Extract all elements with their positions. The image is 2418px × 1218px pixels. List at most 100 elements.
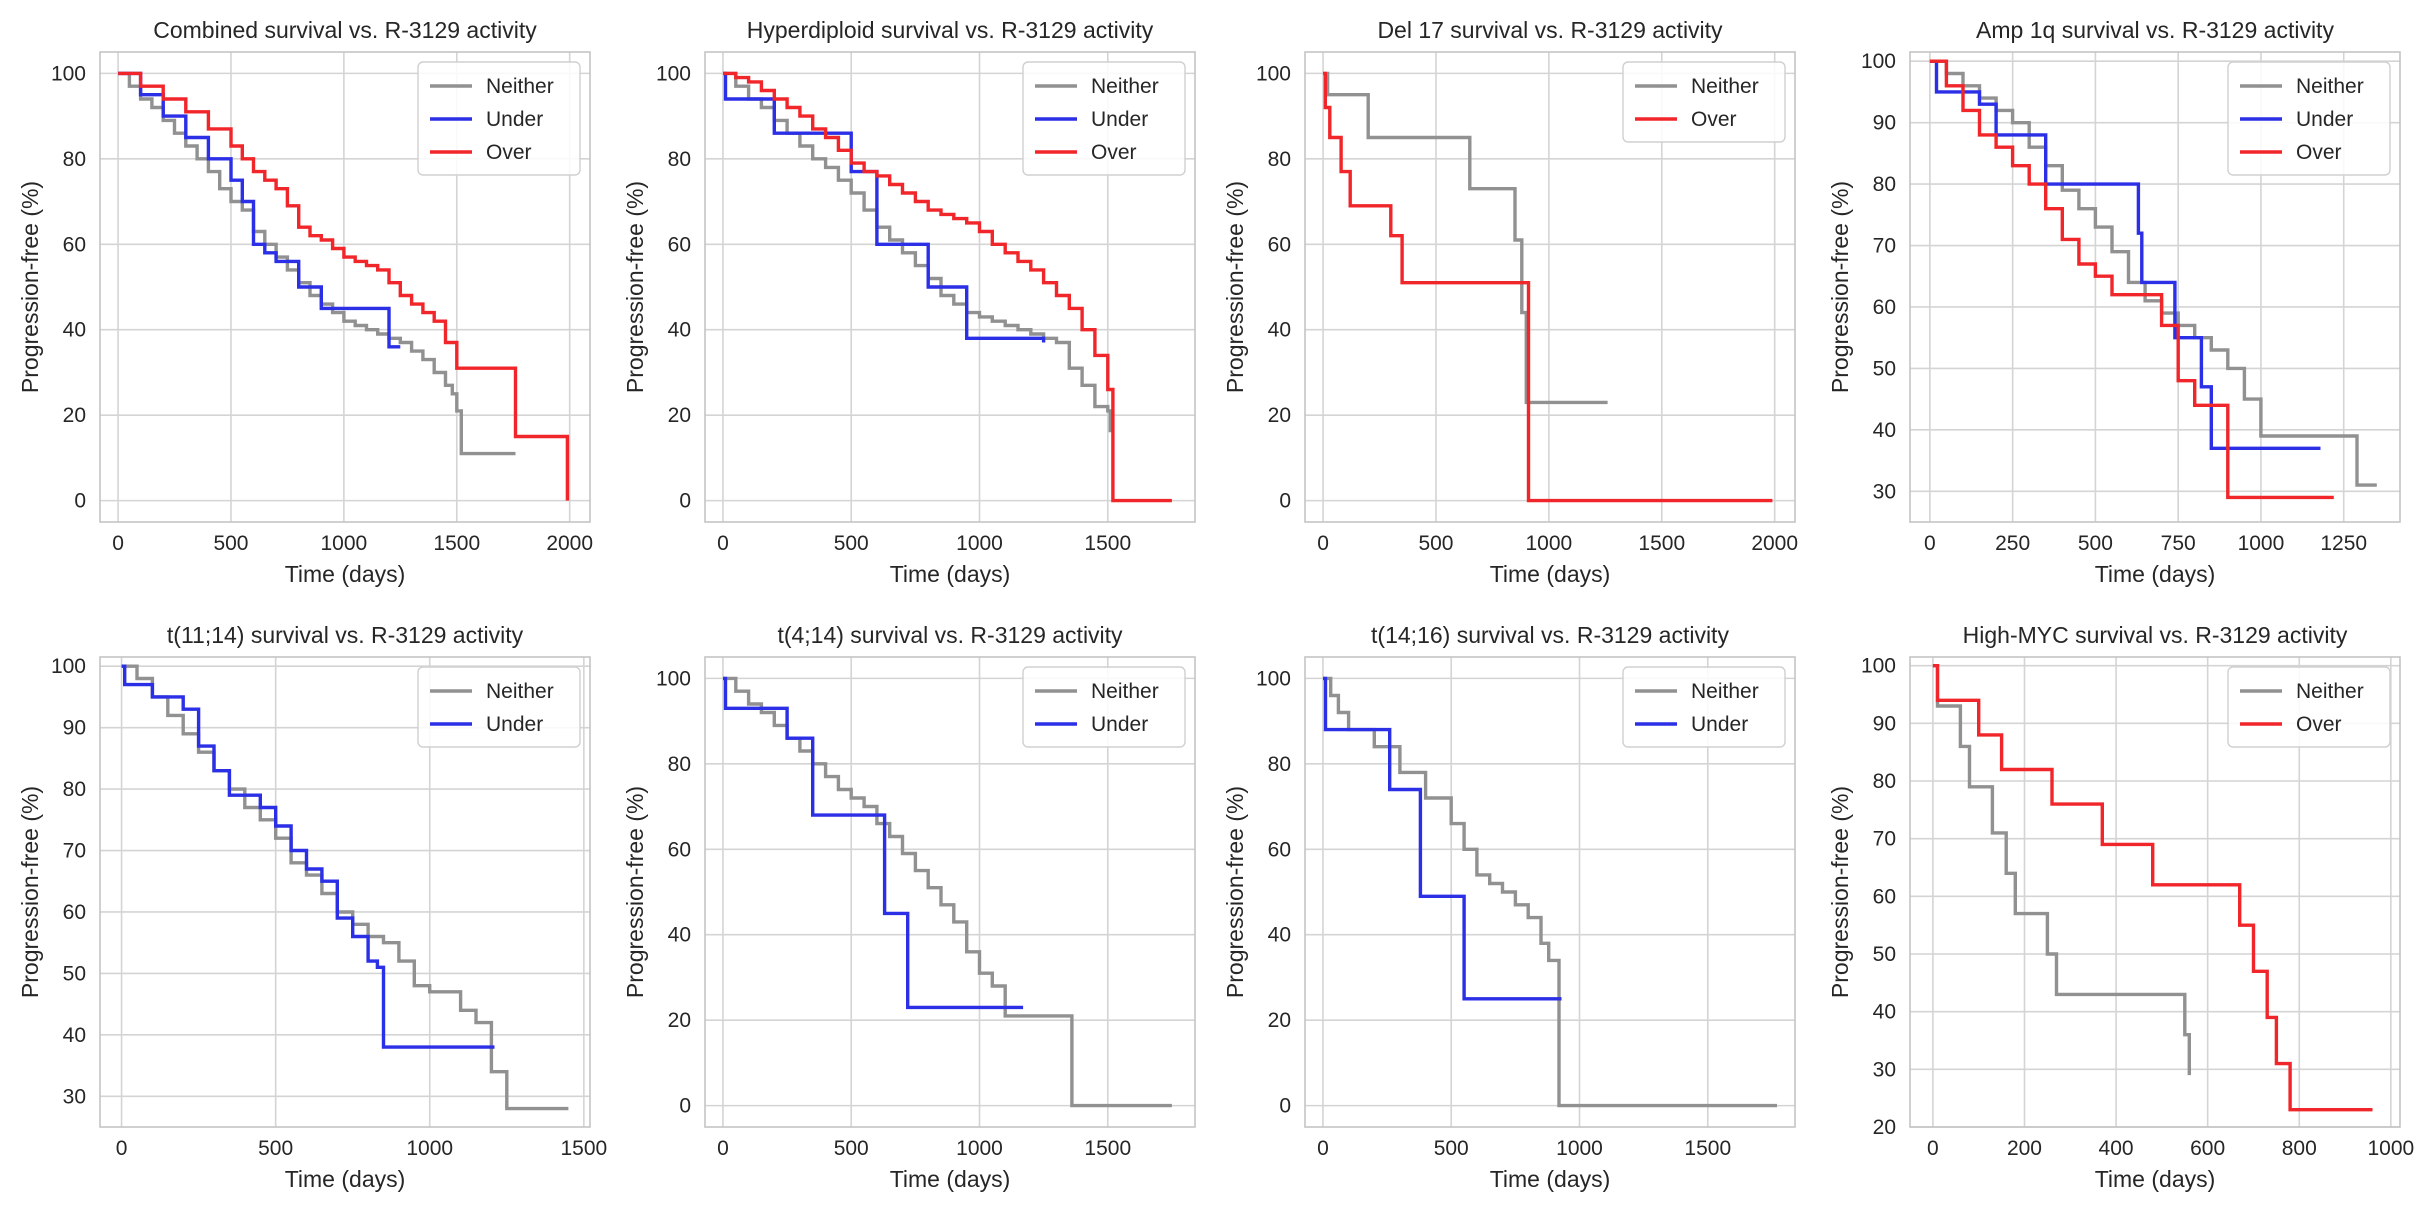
y-tick-label: 40 [1268,319,1291,342]
legend-entry-under: Under [1091,108,1148,131]
legend-entry-neither: Neither [1091,75,1159,98]
chart-panel-8: 0 200 400 600 800 1000 20 30 40 50 60 70 80 90 100 High… [1827,622,2414,1192]
chart-panel-4: 0 250 500 750 1000 1250 30 40 50 60 70 80 90 100 Amp 1… [1827,17,2401,587]
axes-frame [1909,51,2401,523]
legend-entry-neither: Neither [486,75,554,98]
axes-frame [99,656,591,1128]
x-axis-label: Time (days) [2095,561,2216,587]
y-tick-label: 60 [1873,885,1896,908]
axes-frame [704,51,1196,523]
x-tick-label: 400 [2099,1137,2134,1160]
legend-entry-over: Over [1091,141,1137,164]
y-tick-label: 80 [63,778,86,801]
y-tick-label: 100 [1861,655,1896,678]
y-tick-label: 80 [668,753,691,776]
chart-title: t(11;14) survival vs. R-3129 activity [167,622,524,648]
x-tick-label: 1000 [1556,1137,1603,1160]
chart-panel-1: 0 500 1000 1500 2000 0 20 40 60 80 100 Combined sur… [17,17,593,587]
y-tick-label: 20 [668,404,691,427]
x-tick-label: 250 [1995,532,2030,555]
x-tick-label: 1500 [433,532,480,555]
chart-title: Amp 1q survival vs. R-3129 activity [1976,17,2334,43]
legend-entry-neither: Neither [2296,75,2364,98]
legend-entry-under: Under [1091,713,1148,736]
chart-title: Del 17 survival vs. R-3129 activity [1377,17,1723,43]
x-tick-label: 0 [116,1137,128,1160]
y-tick-label: 0 [1279,490,1291,513]
x-tick-label: 1500 [1084,1137,1131,1160]
x-tick-label: 500 [1434,1137,1469,1160]
y-axis-label: Progression-free (%) [622,786,648,998]
x-tick-label: 0 [1317,1137,1329,1160]
y-tick-label: 90 [63,717,86,740]
series-line-under [723,676,1024,1010]
y-tick-label: 60 [63,901,86,924]
y-tick-label: 40 [63,1024,86,1047]
y-tick-label: 60 [1268,838,1291,861]
chart-panel-5: 0 500 1000 1500 30 40 50 60 70 80 90 100 t(11;14) su… [17,622,607,1192]
y-tick-label: 0 [1279,1095,1291,1118]
x-tick-label: 500 [1418,532,1453,555]
y-tick-label: 20 [63,404,86,427]
legend-entry-under: Under [2296,108,2353,131]
series-line-neither [118,71,516,456]
axes-frame [1304,656,1796,1128]
series-line-neither [121,664,569,1111]
x-tick-label: 500 [2078,532,2113,555]
legend-box [417,61,581,176]
y-tick-label: 80 [1268,148,1291,171]
axes-frame [1909,656,2401,1128]
legend-entry-neither: Neither [1691,75,1759,98]
series-line-over [723,71,1172,503]
y-tick-label: 20 [668,1009,691,1032]
y-axis-label: Progression-free (%) [622,181,648,393]
x-tick-label: 1000 [956,532,1003,555]
legend-entry-neither: Neither [1691,680,1759,703]
chart-title: High-MYC survival vs. R-3129 activity [1963,622,2348,648]
legend: Neither Under [1022,666,1186,748]
x-tick-label: 1250 [2320,532,2367,555]
x-axis-label: Time (days) [890,561,1011,587]
y-tick-label: 60 [668,838,691,861]
x-tick-label: 0 [112,532,124,555]
series-line-over [1932,664,2373,1112]
y-tick-label: 60 [63,233,86,256]
chart-title: t(4;14) survival vs. R-3129 activity [777,622,1123,648]
legend-entry-under: Under [486,108,543,131]
legend: Neither Under [1622,666,1786,748]
y-tick-label: 40 [63,319,86,342]
axes-frame [99,51,591,523]
chart-title: Hyperdiploid survival vs. R-3129 activit… [747,17,1154,43]
x-axis-label: Time (days) [2095,1166,2216,1192]
legend: Neither Over [2227,666,2391,748]
series-line-neither [1323,71,1608,405]
chart-panel-6: 0 500 1000 1500 0 20 40 60 80 100 t(4;14) survival… [622,622,1196,1192]
x-tick-label: 500 [258,1137,293,1160]
x-tick-label: 500 [834,1137,869,1160]
legend-box [1622,666,1786,748]
legend: Neither Over [1622,61,1786,143]
x-tick-label: 0 [1924,532,1936,555]
y-tick-label: 40 [1873,1001,1896,1024]
y-tick-label: 30 [1873,1058,1896,1081]
y-tick-label: 80 [668,148,691,171]
x-tick-label: 200 [2007,1137,2042,1160]
y-tick-label: 60 [1268,233,1291,256]
y-tick-label: 20 [1873,1116,1896,1139]
y-tick-label: 50 [1873,357,1896,380]
x-tick-label: 0 [717,1137,729,1160]
y-tick-label: 30 [63,1085,86,1108]
legend: Neither Under Over [417,61,581,176]
legend-entry-neither: Neither [486,680,554,703]
legend-box [2227,666,2391,748]
series-line-neither [1323,676,1777,1108]
series-line-neither [1932,664,2191,1076]
legend-entry-under: Under [486,713,543,736]
legend-entry-over: Over [2296,141,2342,164]
y-tick-label: 100 [51,62,86,85]
y-tick-label: 80 [1268,753,1291,776]
y-tick-label: 80 [63,148,86,171]
chart-panel-7: 0 500 1000 1500 0 20 40 60 80 100 t(14;16) surviva… [1222,622,1796,1192]
legend-entry-over: Over [2296,713,2342,736]
